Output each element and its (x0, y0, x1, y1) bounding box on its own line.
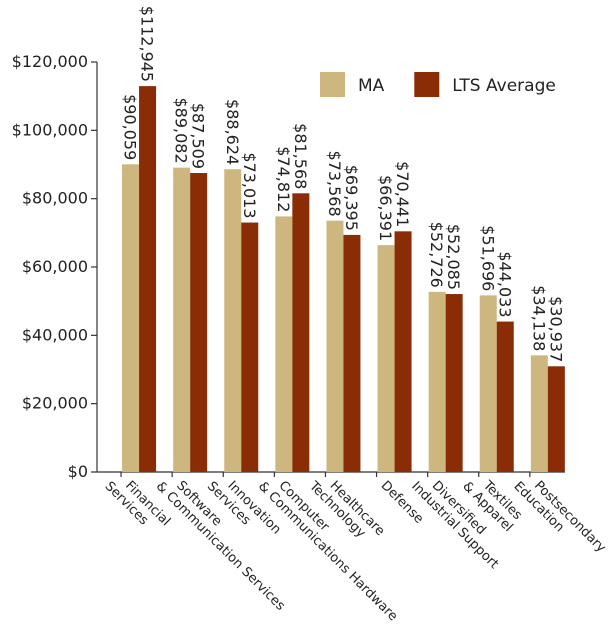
bar (530, 355, 548, 472)
x-tick-label: PostsecondaryEducation (511, 468, 608, 566)
legend-swatch (320, 72, 345, 97)
value-label: $88,624 (223, 99, 242, 165)
bar (394, 231, 412, 472)
legend-swatch (414, 72, 440, 97)
bar (241, 222, 259, 472)
y-tick-label: $40,000 (22, 325, 88, 344)
bar (496, 321, 514, 472)
value-label: $66,391 (376, 175, 395, 241)
bar (479, 295, 497, 472)
bar (139, 86, 157, 472)
value-label: $69,395 (342, 165, 361, 231)
bar (326, 220, 344, 472)
bar (445, 294, 463, 472)
bar (190, 173, 208, 472)
value-label: $30,937 (546, 296, 565, 362)
value-label: $44,033 (495, 251, 514, 317)
value-label: $34,138 (529, 285, 548, 351)
value-label: $74,812 (274, 146, 293, 212)
y-tick-label: $0 (68, 462, 88, 481)
y-tick-label: $80,000 (22, 189, 88, 208)
y-tick-label: $100,000 (12, 120, 88, 139)
y-tick-label: $60,000 (22, 257, 88, 276)
bar (547, 366, 565, 472)
bar (377, 245, 395, 472)
value-label: $81,568 (291, 123, 310, 189)
value-label: $87,509 (189, 103, 208, 169)
bar (173, 167, 191, 472)
legend-label: MA (358, 76, 385, 96)
value-label: $52,726 (427, 222, 446, 288)
bar (122, 164, 140, 473)
y-tick-label: $20,000 (22, 394, 88, 413)
value-label: $73,013 (240, 152, 259, 218)
bar (428, 291, 446, 472)
value-label: $52,085 (444, 224, 463, 290)
value-label: $73,568 (325, 150, 344, 216)
bar (224, 169, 242, 472)
value-label: $51,696 (478, 225, 497, 291)
value-label: $112,945 (138, 6, 157, 82)
value-label: $70,441 (393, 161, 412, 227)
y-tick-label: $120,000 (12, 52, 88, 71)
bar (275, 216, 293, 472)
value-label: $89,082 (172, 97, 191, 163)
bar (343, 234, 361, 472)
value-label: $90,059 (121, 94, 140, 160)
bar (292, 193, 310, 472)
legend-label: LTS Average (452, 76, 556, 96)
